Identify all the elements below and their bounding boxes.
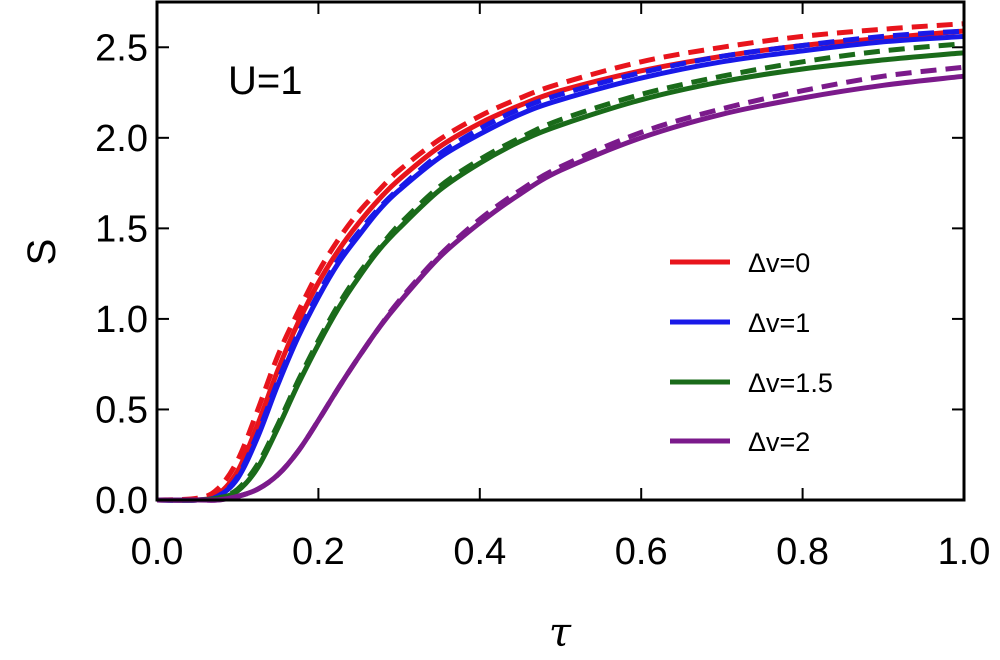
x-tick-label: 1.0 xyxy=(938,531,991,573)
x-axis-title: τ xyxy=(549,610,572,656)
series-line-7 xyxy=(156,64,965,503)
y-tick-label: 1.0 xyxy=(95,299,148,341)
series-line-1 xyxy=(156,21,965,503)
series-lines xyxy=(156,21,965,503)
series-line-6 xyxy=(156,73,965,503)
y-tick-label: 0.0 xyxy=(95,480,148,522)
series-line-3 xyxy=(156,28,965,503)
x-tick-label: 0.6 xyxy=(615,531,668,573)
x-tick-label: 0.2 xyxy=(292,531,345,573)
y-axis-title: S xyxy=(20,239,64,266)
y-tick-label: 2.5 xyxy=(95,27,148,69)
legend-label: Δv=0 xyxy=(748,248,810,278)
legend-label: Δv=2 xyxy=(748,427,810,457)
y-tick-label: 0.5 xyxy=(95,389,148,431)
x-tick-label: 0.4 xyxy=(453,531,506,573)
legend-label: Δv=1.5 xyxy=(748,368,833,398)
series-line-5 xyxy=(156,41,965,503)
plot-frame xyxy=(155,0,966,502)
x-tick-labels: 0.0 0.2 0.4 0.6 0.8 1.0 xyxy=(131,531,991,573)
x-tick-label: 0.0 xyxy=(131,531,184,573)
y-tick-label: 2.0 xyxy=(95,118,148,160)
legend-label: Δv=1 xyxy=(748,308,810,338)
y-tick-labels: 0.0 0.5 1.0 1.5 2.0 2.5 xyxy=(95,27,148,522)
annotation-u: U=1 xyxy=(228,59,303,103)
x-tick-label: 0.8 xyxy=(776,531,829,573)
y-tick-label: 1.5 xyxy=(95,208,148,250)
legend: Δv=0 Δv=1 Δv=1.5 Δv=2 xyxy=(670,248,833,457)
